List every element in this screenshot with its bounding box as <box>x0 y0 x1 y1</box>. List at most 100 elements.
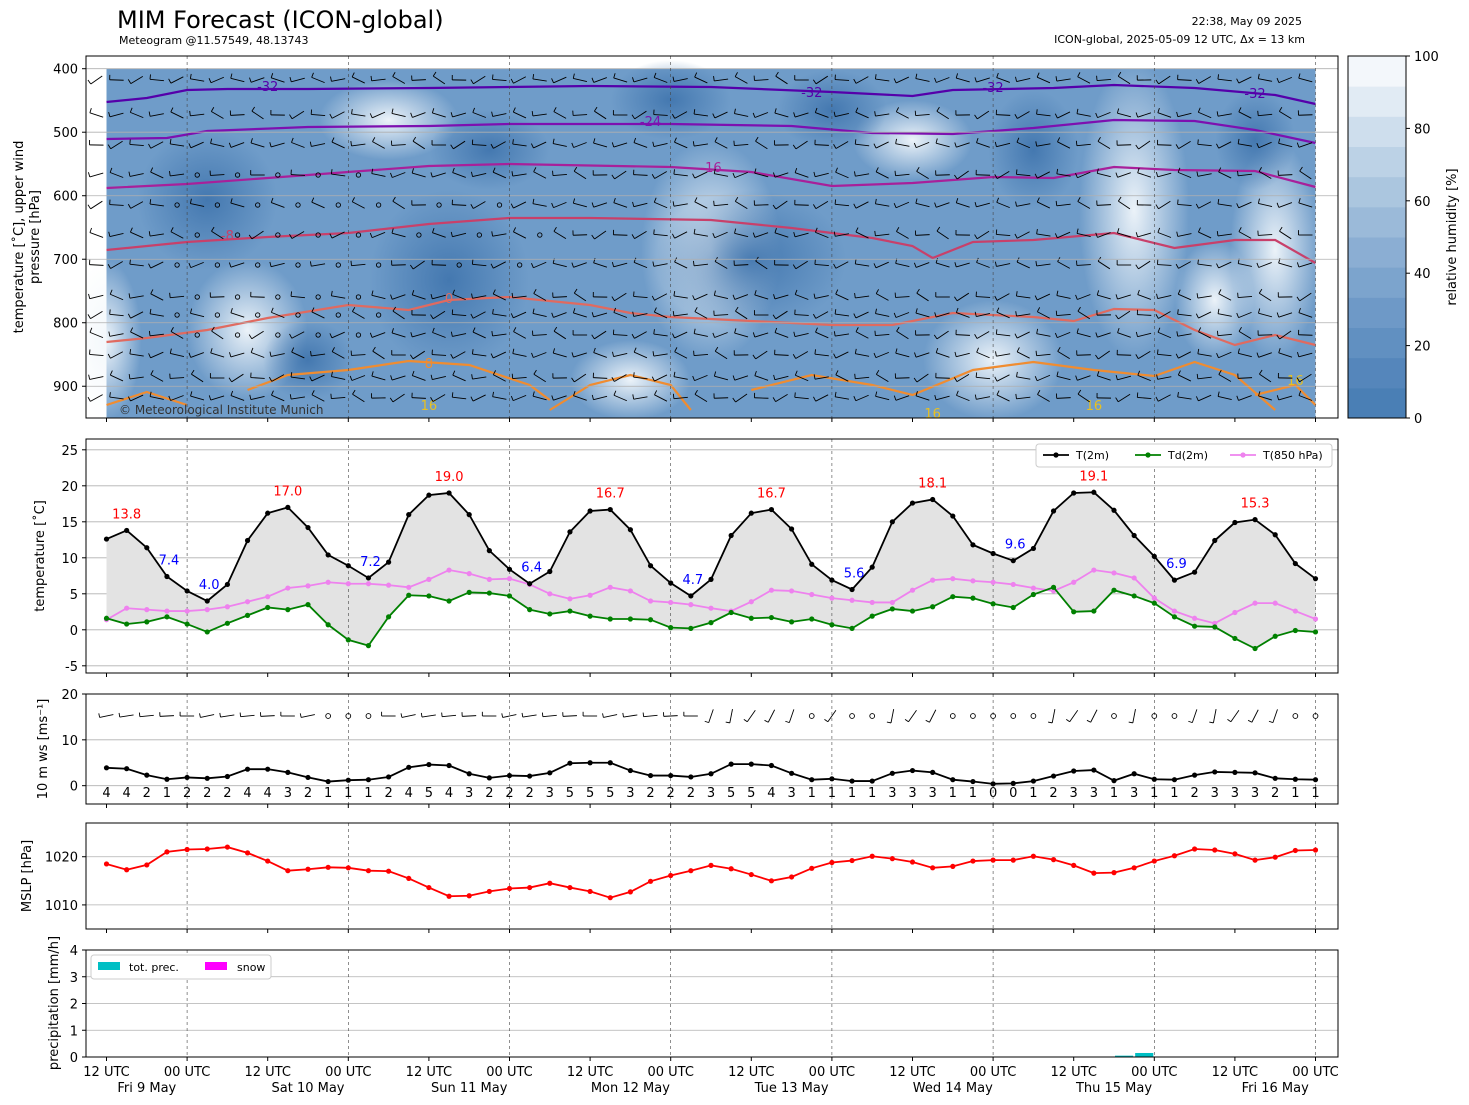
wind-barb <box>1076 232 1091 238</box>
wind-barb-flag <box>833 231 836 237</box>
wind-barb-flag <box>89 108 92 113</box>
mslp-point <box>768 878 775 884</box>
wind-barb-flag <box>430 172 433 178</box>
wind-barb <box>1198 201 1212 209</box>
xtick-label: 12 UTC <box>1212 1065 1258 1080</box>
wind-barb-flag <box>169 292 171 298</box>
wind-barb <box>1076 332 1091 338</box>
wind-barb <box>1298 352 1313 358</box>
wind-speed-label: 3 <box>1211 786 1219 801</box>
wind-barb-flag <box>835 370 839 376</box>
wind-barb <box>634 331 647 339</box>
tmin-label: 6.9 <box>1166 557 1187 572</box>
wind-barb-flag <box>633 347 637 353</box>
td2m-series-point <box>950 594 956 600</box>
t850-series-point <box>426 576 432 583</box>
wind-barb <box>714 231 728 239</box>
wind-barb <box>593 142 608 148</box>
wind-barb <box>1117 375 1132 381</box>
wind-barb <box>855 394 869 402</box>
wind-barb <box>1016 203 1031 207</box>
wind-speed-point <box>1212 769 1218 775</box>
surface-wind-barb <box>220 714 235 718</box>
wind-barb <box>976 331 990 339</box>
td2m-series-point <box>1071 609 1077 615</box>
wind-barb <box>109 333 124 337</box>
wind-barb-flag <box>269 261 272 267</box>
wind-barb <box>814 353 829 357</box>
calm-wind-marker <box>295 262 301 268</box>
wind-barb <box>694 76 708 84</box>
wind-barb <box>1037 201 1051 209</box>
wind-barb <box>432 375 446 381</box>
t850-series-point <box>668 599 674 606</box>
calm-wind-marker <box>275 172 281 178</box>
t2m-series-point <box>970 542 976 548</box>
td2m-series-point <box>325 622 331 628</box>
mslp-point <box>829 859 835 866</box>
surface-wind-barb <box>1230 710 1240 722</box>
t2m-series-point <box>647 563 654 569</box>
wind-barb <box>331 173 346 177</box>
wind-barb-flag <box>652 261 655 267</box>
wind-barb <box>593 202 608 208</box>
wind-barb-flag <box>553 107 557 112</box>
wind-barb <box>452 112 467 118</box>
wind-barb <box>1217 313 1232 317</box>
wind-barb <box>412 375 426 381</box>
upper-ytick-label: 900 <box>53 380 78 395</box>
wind-barb <box>916 292 929 302</box>
wind-barb <box>815 112 829 118</box>
wind-barb <box>977 110 990 120</box>
wind-barb <box>1298 312 1313 318</box>
wind-barb-flag <box>1037 390 1041 395</box>
wind-barb-flag <box>409 354 414 360</box>
wind-barb <box>1096 204 1112 206</box>
mslp-point <box>930 865 936 871</box>
calm-wind-marker <box>416 232 422 238</box>
colorbar-band <box>1348 146 1406 178</box>
wind-barb-flag <box>631 333 635 339</box>
wind-barb <box>956 394 970 402</box>
wind-barb-flag <box>974 234 978 239</box>
contour-label: 16 <box>1287 374 1304 389</box>
rh-dry-area <box>369 190 530 370</box>
td2m-series-point <box>1272 633 1278 639</box>
wind-barb <box>110 140 123 150</box>
wind-barb <box>190 312 205 318</box>
wind-barb-flag <box>87 204 92 210</box>
wind-barb <box>835 141 849 149</box>
wind-barb <box>1218 261 1232 269</box>
surface-wind-barb-flag <box>1065 718 1070 723</box>
wind-barb <box>794 332 809 338</box>
wind-barb <box>774 294 789 300</box>
wind-barb <box>1077 201 1091 209</box>
wind-speed-label: 2 <box>667 786 675 801</box>
wind-barb-flag <box>896 326 900 332</box>
legend-swatch-dot <box>1145 452 1151 458</box>
wind-barb-flag <box>976 137 979 143</box>
surface-wind-barb-flag <box>764 719 769 723</box>
wind-barb <box>815 201 829 209</box>
wind-barb <box>1238 352 1252 358</box>
wind-speed-label: 3 <box>1070 786 1078 801</box>
wind-speed-point <box>486 775 492 781</box>
rh-moist-area <box>86 260 142 418</box>
wind-barb <box>774 112 789 118</box>
wind-speed-label: 4 <box>445 786 453 801</box>
wind-barb-flag <box>672 333 675 339</box>
t2m-series-point <box>829 577 835 583</box>
colorbar-band <box>1348 327 1406 359</box>
t2m-series-point <box>1232 519 1238 526</box>
wind-barb <box>1178 141 1191 149</box>
wind-barb <box>251 330 264 340</box>
wind-barb <box>130 76 144 84</box>
surface-wind-barb-flag <box>725 721 730 724</box>
wind-speed-point <box>789 770 795 776</box>
wind-barb <box>613 262 628 268</box>
wind-barb-flag <box>712 233 716 238</box>
wind-barb <box>654 394 668 402</box>
wind-barb-flag <box>772 397 776 402</box>
wind-barb <box>513 76 527 84</box>
wind-barb-flag <box>1096 290 1100 296</box>
